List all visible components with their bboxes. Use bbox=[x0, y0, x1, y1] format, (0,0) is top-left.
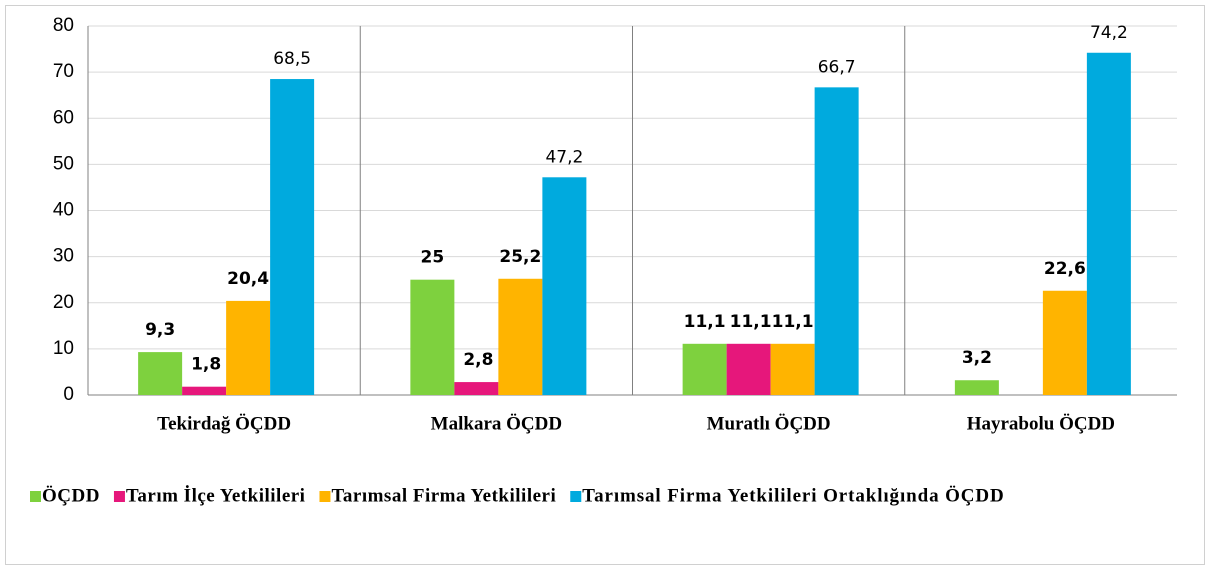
bar bbox=[726, 343, 771, 395]
bar bbox=[954, 380, 999, 395]
value-label: 9,3 bbox=[145, 320, 175, 340]
value-label: 11,1 bbox=[730, 312, 772, 332]
y-tick-label: 80 bbox=[53, 15, 74, 36]
y-tick-label: 50 bbox=[53, 153, 74, 174]
value-label: 66,7 bbox=[818, 57, 856, 77]
bar bbox=[454, 382, 499, 395]
y-tick-label: 10 bbox=[53, 338, 74, 359]
value-label: 1,8 bbox=[191, 355, 221, 375]
bar bbox=[542, 177, 587, 395]
y-tick-label: 60 bbox=[53, 107, 74, 128]
value-label: 68,5 bbox=[273, 49, 311, 69]
legend-label: Tarımsal Firma Yetkilileri bbox=[331, 485, 556, 506]
y-tick-label: 70 bbox=[53, 61, 74, 82]
bar bbox=[138, 352, 183, 395]
y-tick-label: 30 bbox=[53, 246, 74, 267]
legend-label: ÖÇDD bbox=[42, 485, 100, 506]
value-label: 25,2 bbox=[499, 247, 541, 267]
legend-swatch bbox=[570, 491, 582, 502]
bar bbox=[682, 343, 727, 395]
legend-label: Tarım İlçe Yetkilileri bbox=[126, 485, 306, 506]
value-label: 22,6 bbox=[1044, 259, 1086, 279]
value-label: 2,8 bbox=[463, 350, 493, 370]
value-label: 11,1 bbox=[772, 312, 814, 332]
x-tick-label: Hayrabolu ÖÇDD bbox=[967, 413, 1115, 434]
y-tick-label: 0 bbox=[63, 384, 74, 405]
bar bbox=[270, 79, 315, 395]
bar bbox=[226, 300, 271, 395]
x-tick-label: Tekirdağ ÖÇDD bbox=[157, 413, 291, 434]
value-label: 3,2 bbox=[962, 348, 992, 368]
y-tick-label: 20 bbox=[53, 292, 74, 313]
value-label: 47,2 bbox=[545, 147, 583, 167]
bar bbox=[1042, 290, 1087, 395]
legend-label: Tarımsal Firma Yetkilileri Ortaklığında … bbox=[582, 485, 1004, 506]
y-tick-label: 40 bbox=[53, 200, 74, 221]
bar bbox=[498, 278, 543, 395]
legend-swatch bbox=[319, 491, 331, 502]
legend-swatch bbox=[113, 491, 125, 502]
legend-swatch bbox=[30, 491, 41, 502]
bar bbox=[410, 279, 455, 395]
bar bbox=[1086, 52, 1131, 395]
x-tick-label: Malkara ÖÇDD bbox=[431, 413, 562, 434]
value-label: 11,1 bbox=[684, 312, 726, 332]
value-label: 20,4 bbox=[227, 269, 269, 289]
bar bbox=[814, 87, 859, 395]
bar bbox=[182, 386, 227, 395]
value-label: 74,2 bbox=[1090, 23, 1128, 43]
chart-frame bbox=[5, 5, 1205, 565]
value-label: 25 bbox=[421, 248, 445, 268]
bar bbox=[770, 343, 815, 395]
x-tick-label: Muratlı ÖÇDD bbox=[707, 413, 831, 434]
